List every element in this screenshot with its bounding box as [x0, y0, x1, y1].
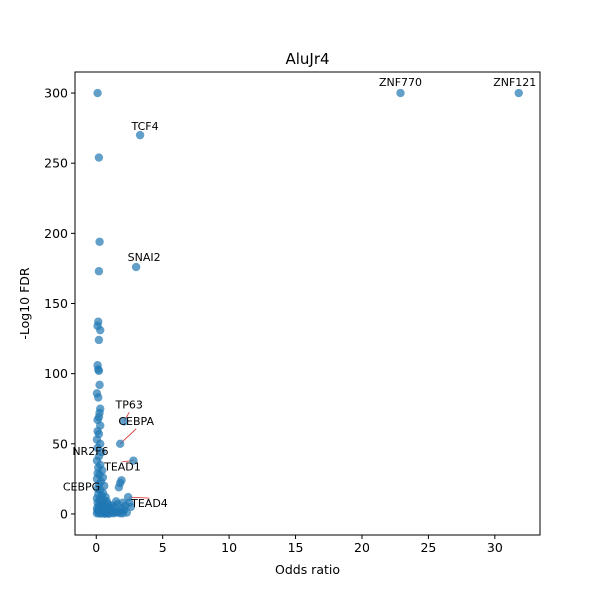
y-tick-label: 300: [44, 86, 68, 101]
data-point: [514, 88, 523, 98]
x-tick-label: 20: [354, 540, 370, 555]
annotation-label: ZNF121: [493, 76, 536, 89]
annotation-label: TCF4: [131, 120, 159, 133]
y-tick-label: 50: [52, 436, 68, 451]
y-tick-label: 100: [44, 366, 68, 381]
data-point: [92, 509, 102, 518]
data-point: [114, 483, 124, 492]
data-point: [126, 502, 135, 512]
data-point: [94, 335, 104, 345]
annotation-label: SNAI2: [128, 251, 161, 264]
y-tick-label: 250: [44, 156, 68, 171]
chart-title: AluJr4: [285, 50, 329, 68]
data-point: [94, 366, 104, 376]
data-point: [104, 509, 113, 518]
y-tick-label: 200: [44, 226, 68, 241]
plot-frame: [74, 71, 541, 536]
data-point: [94, 267, 104, 276]
data-point: [396, 88, 405, 98]
annotation-label: TEAD1: [103, 461, 141, 474]
data-point: [117, 476, 126, 485]
x-tick-label: 15: [288, 540, 304, 555]
data-point: [94, 393, 103, 402]
annotation-label: CEBPG: [63, 480, 100, 493]
annotation-label: CEBPA: [118, 415, 154, 428]
data-point: [119, 417, 129, 426]
data-point: [115, 439, 125, 449]
data-point: [131, 262, 141, 272]
data-point: [110, 502, 120, 512]
data-point: [93, 88, 102, 98]
y-axis-label: -Log10 FDR: [17, 267, 32, 340]
annotation-label: TEAD4: [130, 497, 168, 510]
x-tick-label: 10: [221, 540, 237, 555]
data-point: [95, 380, 104, 390]
data-point: [129, 456, 138, 465]
data-points: [92, 88, 523, 518]
y-tick-label: 150: [44, 296, 68, 311]
annotation-connector: [129, 496, 150, 499]
x-tick-label: 5: [159, 540, 167, 555]
point-annotations: ZNF770 ZNF121 TCF4 SNAI2 TP63 CEBPA NR2F6 TEAD1…: [63, 76, 536, 510]
y-tick-label: 0: [60, 506, 68, 521]
data-point: [135, 130, 145, 140]
data-point: [94, 153, 104, 162]
annotation-label: TP63: [114, 398, 142, 411]
x-tick-label: 25: [420, 540, 436, 555]
data-point: [95, 237, 104, 246]
x-tick-label: 30: [487, 540, 503, 555]
data-point: [96, 325, 105, 335]
annotation-label: NR2F6: [72, 445, 108, 458]
x-axis-label: Odds ratio: [275, 562, 340, 577]
annotation-label: ZNF770: [379, 76, 422, 89]
x-tick-label: 0: [92, 540, 100, 555]
